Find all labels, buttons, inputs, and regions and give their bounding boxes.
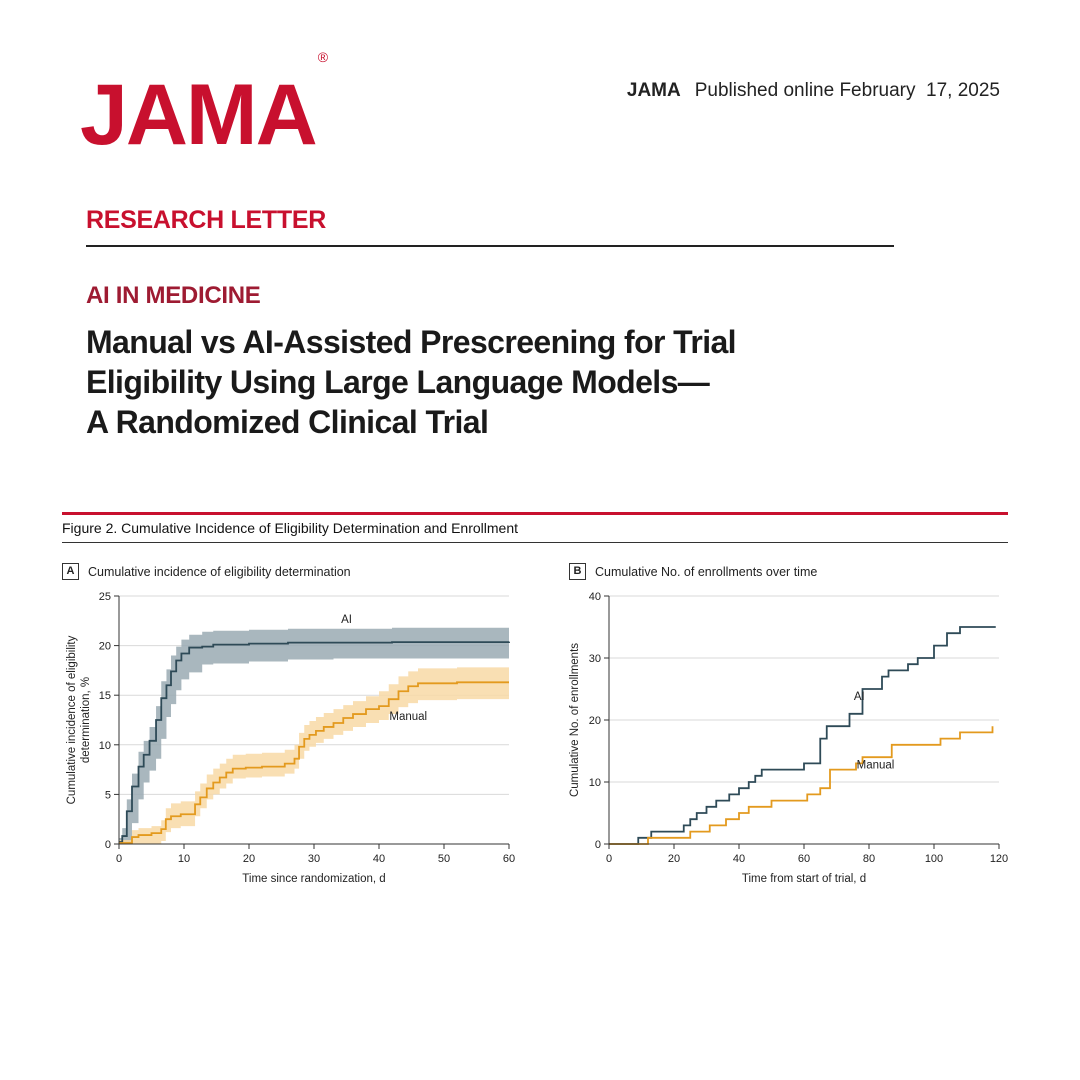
series-annotation: Manual	[857, 759, 895, 771]
title-line: Manual vs AI-Assisted Prescreening for T…	[86, 324, 737, 360]
registered-mark: ®	[317, 49, 328, 66]
series-annotation: AI	[341, 614, 352, 626]
x-tick-label: 30	[308, 853, 320, 865]
panel-b-title: Cumulative No. of enrollments over time	[595, 564, 818, 579]
x-tick-label: 120	[990, 853, 1008, 865]
logo-text: JAMA	[80, 67, 318, 163]
series-line-manual	[609, 726, 994, 845]
panel-a-letter: A	[62, 563, 79, 580]
publication-info: JAMA Published online February 17, 2025	[627, 80, 1000, 102]
ci-band-manual	[119, 667, 509, 844]
y-axis-title: Cumulative incidence of eligibility deter…	[66, 635, 92, 804]
section-divider	[86, 245, 894, 247]
x-tick-label: 60	[503, 853, 515, 865]
title-line: A Randomized Clinical Trial	[86, 404, 489, 440]
series-annotation: Manual	[389, 711, 427, 723]
jama-logo: JAMA®	[80, 50, 328, 158]
y-tick-label: 10	[589, 777, 601, 789]
series-line-ai	[119, 641, 510, 843]
y-tick-label: 15	[99, 690, 111, 702]
x-tick-label: 60	[798, 853, 810, 865]
y-tick-label: 30	[589, 653, 601, 665]
x-axis-title: Time since randomization, d	[242, 873, 385, 885]
publication-date: Published online February 17, 2025	[694, 80, 1000, 101]
article-kicker: AI IN MEDICINE	[86, 282, 261, 309]
panel-b-label: B Cumulative No. of enrollments over tim…	[569, 563, 817, 580]
x-tick-label: 0	[116, 853, 122, 865]
x-tick-label: 40	[373, 853, 385, 865]
y-tick-label: 25	[99, 591, 111, 603]
x-tick-label: 80	[863, 853, 875, 865]
x-tick-label: 100	[925, 853, 943, 865]
title-line: Eligibility Using Large Language Models—	[86, 364, 710, 400]
panel-a-label: A Cumulative incidence of eligibility de…	[62, 563, 351, 580]
y-tick-label: 5	[105, 789, 111, 801]
x-tick-label: 50	[438, 853, 450, 865]
figure-caption-rule	[62, 542, 1008, 543]
figure-top-rule	[62, 512, 1008, 515]
article-title: Manual vs AI-Assisted Prescreening for T…	[86, 322, 846, 442]
y-tick-label: 20	[99, 641, 111, 653]
x-tick-label: 20	[668, 853, 680, 865]
y-tick-label: 0	[595, 839, 601, 851]
y-tick-label: 40	[589, 591, 601, 603]
panel-b-letter: B	[569, 563, 586, 580]
figure-caption: Figure 2. Cumulative Incidence of Eligib…	[62, 520, 518, 536]
x-tick-label: 20	[243, 853, 255, 865]
series-annotation: AI	[854, 691, 865, 703]
x-tick-label: 40	[733, 853, 745, 865]
section-label: RESEARCH LETTER	[86, 206, 326, 234]
y-tick-label: 10	[99, 740, 111, 752]
journal-name: JAMA	[626, 80, 681, 101]
y-axis-title: Cumulative No. of enrollments	[569, 643, 581, 797]
panel-a-title: Cumulative incidence of eligibility dete…	[88, 564, 351, 579]
y-tick-label: 20	[589, 715, 601, 727]
ci-band-ai	[119, 626, 509, 844]
series-line-manual	[119, 681, 509, 844]
y-tick-label: 0	[105, 839, 111, 851]
x-axis-title: Time from start of trial, d	[742, 873, 866, 885]
series-line-ai	[609, 626, 996, 845]
x-tick-label: 10	[178, 853, 190, 865]
x-tick-label: 0	[606, 853, 612, 865]
